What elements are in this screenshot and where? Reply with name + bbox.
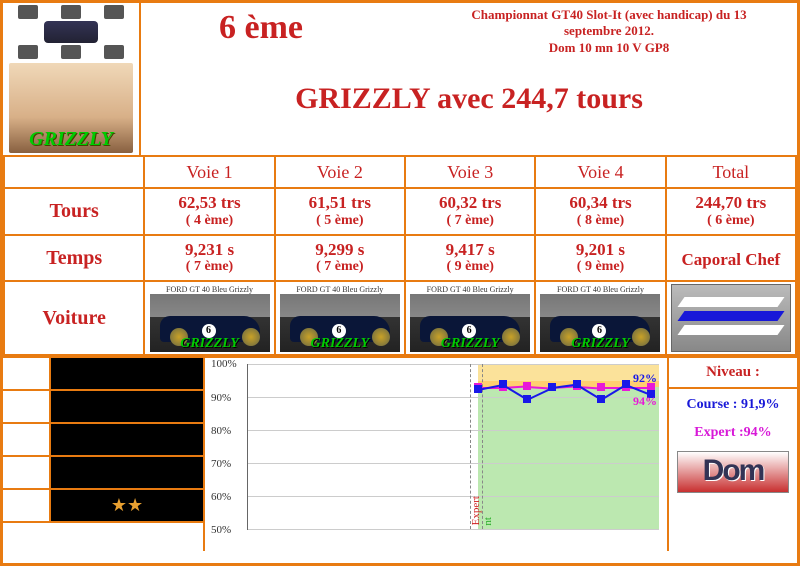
- results-table: Voie 1 Voie 2 Voie 3 Voie 4 Total Tours …: [3, 155, 797, 356]
- stars-column: ★★: [3, 356, 205, 551]
- temps-r2: ( 7 ème): [277, 259, 403, 279]
- temps-v1: 9,231 s: [146, 237, 272, 260]
- car-cell: FORD GT 40 Bleu Grizzly6GRIZZLY: [144, 281, 274, 355]
- car-cell: FORD GT 40 Bleu Grizzly6GRIZZLY: [275, 281, 405, 355]
- progress-chart: Expertnt92%94% 100%90%80%70%60%50%: [211, 362, 661, 544]
- chart-area: Expertnt92%94% 100%90%80%70%60%50%: [205, 356, 667, 551]
- champ-line: Championnat GT40 Slot-It (avec handicap)…: [429, 7, 789, 23]
- tours-total: 244,70 trs: [668, 190, 794, 213]
- champ-line: Dom 10 mn 10 V GP8: [429, 40, 789, 56]
- col-total: Total: [666, 156, 796, 188]
- star-row: [51, 457, 203, 488]
- car-caption: FORD GT 40 Bleu Grizzly: [536, 285, 664, 294]
- niveau-label: Niveau :: [669, 358, 797, 389]
- car-cell: FORD GT 40 Bleu Grizzly6GRIZZLY: [405, 281, 535, 355]
- col-lane4: Voie 4: [535, 156, 665, 188]
- temps-v4: 9,201 s: [537, 237, 663, 260]
- champ-line: septembre 2012.: [429, 23, 789, 39]
- star-row: [51, 358, 203, 389]
- result-title: GRIZZLY avec 244,7 tours: [149, 56, 789, 116]
- dom-logo: Dom: [677, 451, 789, 493]
- flag-icon: [61, 45, 81, 59]
- tours-v1: 62,53 trs: [146, 190, 272, 213]
- header-text: Championnat GT40 Slot-It (avec handicap)…: [141, 3, 797, 155]
- rank-badge: [671, 284, 791, 352]
- flag-icon: [18, 45, 38, 59]
- info-column: Niveau : Course : 91,9% Expert :94% Dom: [667, 356, 797, 551]
- row-tours: Tours 62,53 trs( 4 ème) 61,51 trs( 5 ème…: [4, 188, 796, 235]
- avatar-name: GRIZZLY: [3, 128, 139, 151]
- col-lane2: Voie 2: [275, 156, 405, 188]
- label-tours: Tours: [4, 188, 144, 235]
- result-card: GRIZZLY Championnat GT40 Slot-It (avec h…: [0, 0, 800, 566]
- flag-icon: [61, 5, 81, 19]
- course-value: Course : 91,9%: [669, 389, 797, 421]
- star-row: [51, 424, 203, 455]
- row-temps: Temps 9,231 s( 7 ème) 9,299 s( 7 ème) 9,…: [4, 235, 796, 282]
- col-lane3: Voie 3: [405, 156, 535, 188]
- tours-v2: 61,51 trs: [277, 190, 403, 213]
- flag-icon: [104, 5, 124, 19]
- car-icon: [44, 21, 98, 43]
- tours-v4: 60,34 trs: [537, 190, 663, 213]
- car-image: 6GRIZZLY: [280, 294, 400, 352]
- rank-title: Caporal Chef: [668, 247, 794, 270]
- label-voiture: Voiture: [4, 281, 144, 355]
- car-image: 6GRIZZLY: [410, 294, 530, 352]
- car-cell: FORD GT 40 Bleu Grizzly6GRIZZLY: [535, 281, 665, 355]
- col-lane1: Voie 1: [144, 156, 274, 188]
- temps-r4: ( 9 ème): [537, 259, 663, 279]
- header-row: GRIZZLY Championnat GT40 Slot-It (avec h…: [3, 3, 797, 155]
- championship-info: Championnat GT40 Slot-It (avec handicap)…: [429, 7, 789, 56]
- temps-r1: ( 7 ème): [146, 259, 272, 279]
- star-row: [51, 391, 203, 422]
- star-row: ★★: [51, 490, 203, 521]
- car-caption: FORD GT 40 Bleu Grizzly: [276, 285, 404, 294]
- rank-badge-cell: [666, 281, 796, 355]
- car-caption: FORD GT 40 Bleu Grizzly: [145, 285, 273, 294]
- expert-value: Expert :94%: [669, 421, 797, 445]
- tours-v3: 60,32 trs: [407, 190, 533, 213]
- tours-r1: ( 4 ème): [146, 213, 272, 233]
- bottom-row: ★★ Expertnt92%94% 100%90%80%70%60%50% Ni…: [3, 356, 797, 551]
- temps-r3: ( 9 ème): [407, 259, 533, 279]
- car-image: 6GRIZZLY: [540, 294, 660, 352]
- label-temps: Temps: [4, 235, 144, 282]
- row-voiture: Voiture FORD GT 40 Bleu Grizzly6GRIZZLY …: [4, 281, 796, 355]
- car-image: 6GRIZZLY: [150, 294, 270, 352]
- tours-rtotal: ( 6 ème): [668, 213, 794, 233]
- flag-icon: [104, 45, 124, 59]
- temps-v3: 9,417 s: [407, 237, 533, 260]
- tours-r2: ( 5 ème): [277, 213, 403, 233]
- car-caption: FORD GT 40 Bleu Grizzly: [406, 285, 534, 294]
- header-row: Voie 1 Voie 2 Voie 3 Voie 4 Total: [4, 156, 796, 188]
- temps-v2: 9,299 s: [277, 237, 403, 260]
- tours-r4: ( 8 ème): [537, 213, 663, 233]
- tours-r3: ( 7 ème): [407, 213, 533, 233]
- avatar-box: GRIZZLY: [3, 3, 141, 155]
- flag-icon: [18, 5, 38, 19]
